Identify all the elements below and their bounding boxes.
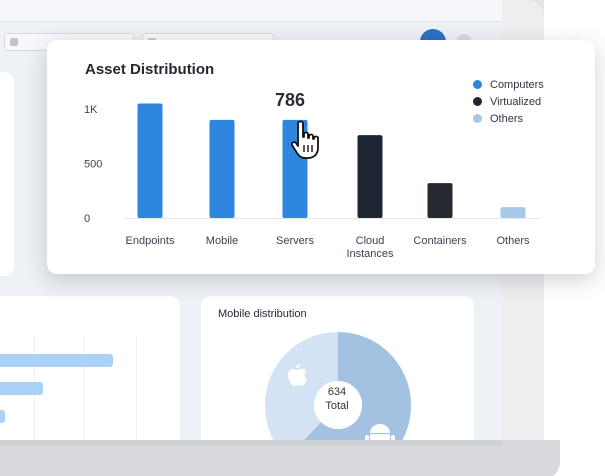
x-tick-label: Cloud Instances: [346, 235, 394, 260]
apple-icon: [288, 364, 307, 386]
tooltip-value: 786: [275, 90, 306, 110]
legend-swatch: [473, 114, 482, 123]
top-bar: [0, 0, 502, 22]
x-tick-label: Servers: [276, 235, 314, 247]
donut-total-value: 634: [327, 386, 347, 398]
apple-slice[interactable]: [265, 332, 338, 440]
gridline: [136, 336, 137, 440]
legend-item-computers[interactable]: Computers: [473, 76, 544, 93]
bar-list-card: [0, 296, 180, 440]
bar-endpoints[interactable]: [137, 103, 163, 218]
legend-label: Others: [490, 112, 524, 125]
hand-cursor-icon: [290, 120, 319, 159]
bar-containers[interactable]: [427, 183, 453, 218]
card-title: Asset Distribution: [85, 61, 215, 78]
donut-hole: [314, 381, 362, 429]
x-tick-label: Containers: [413, 235, 467, 247]
laptop-hinge: [0, 440, 502, 446]
android-slice[interactable]: [287, 332, 411, 440]
legend-item-others[interactable]: Others: [473, 110, 544, 127]
x-tick-label: Endpoints: [126, 235, 175, 247]
asset-distribution-card: Asset Distribution Computers Virtualized…: [47, 40, 595, 274]
list-bar: [0, 354, 113, 367]
mobile-donut-chart: [265, 332, 411, 440]
legend-item-virtualized[interactable]: Virtualized: [473, 93, 544, 110]
x-tick-label: Mobile: [206, 235, 238, 247]
legend-label: Virtualized: [490, 95, 542, 108]
legend-label: Computers: [490, 78, 544, 91]
legend-swatch: [473, 97, 482, 106]
bar-mobile[interactable]: [209, 119, 235, 218]
list-bar: [0, 410, 5, 423]
mobile-distribution-card: Mobile distribution 634: [201, 296, 474, 440]
x-tick-label: Others: [496, 235, 530, 247]
bar-others[interactable]: [500, 207, 526, 218]
gridline: [84, 336, 85, 440]
android-icon: [365, 424, 395, 440]
y-tick-label: 500: [84, 159, 102, 171]
list-bar: [0, 382, 43, 395]
dropdown-icon: [10, 38, 18, 46]
laptop-base: [0, 440, 560, 476]
card-title: Mobile distribution: [218, 308, 307, 320]
side-card: [0, 72, 14, 276]
legend-swatch: [473, 80, 482, 89]
chart-legend: Computers Virtualized Others: [473, 76, 544, 127]
y-tick-label: 0: [84, 213, 90, 225]
y-tick-label: 1K: [84, 104, 98, 116]
bar-cloud-instances[interactable]: [357, 135, 383, 218]
donut-total-label: Total: [325, 400, 349, 412]
